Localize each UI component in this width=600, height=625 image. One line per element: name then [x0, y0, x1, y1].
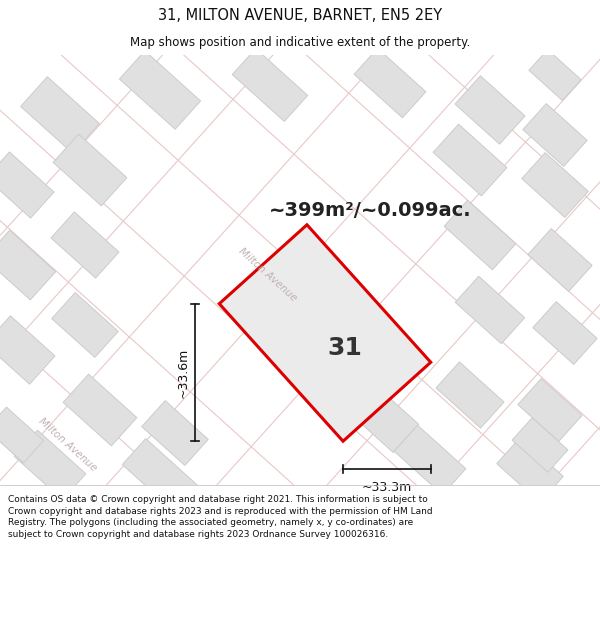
Polygon shape: [0, 407, 44, 463]
Text: Milton Avenue: Milton Avenue: [237, 246, 299, 304]
Polygon shape: [523, 104, 587, 166]
Polygon shape: [63, 374, 137, 446]
Polygon shape: [518, 379, 582, 441]
Polygon shape: [52, 292, 118, 357]
Polygon shape: [444, 200, 516, 270]
Polygon shape: [20, 77, 100, 153]
Polygon shape: [529, 49, 581, 101]
Polygon shape: [522, 152, 588, 218]
Polygon shape: [341, 378, 419, 452]
Text: ~399m²/~0.099ac.: ~399m²/~0.099ac.: [269, 201, 472, 219]
Polygon shape: [528, 229, 592, 291]
Polygon shape: [455, 276, 525, 344]
Text: ~33.6m: ~33.6m: [177, 348, 190, 398]
Polygon shape: [14, 430, 86, 500]
Text: ~33.3m: ~33.3m: [362, 481, 412, 494]
Polygon shape: [0, 230, 56, 300]
Polygon shape: [455, 76, 525, 144]
Polygon shape: [433, 124, 507, 196]
Polygon shape: [232, 49, 308, 121]
Polygon shape: [436, 362, 504, 428]
Text: 31: 31: [328, 336, 362, 360]
Text: Map shows position and indicative extent of the property.: Map shows position and indicative extent…: [130, 36, 470, 49]
Polygon shape: [51, 212, 119, 278]
Polygon shape: [219, 225, 431, 441]
Polygon shape: [142, 401, 208, 466]
Polygon shape: [119, 51, 200, 129]
Text: Milton Avenue: Milton Avenue: [37, 416, 99, 474]
Polygon shape: [122, 439, 198, 511]
Polygon shape: [512, 418, 568, 472]
Polygon shape: [53, 134, 127, 206]
Polygon shape: [394, 425, 466, 495]
Polygon shape: [354, 48, 426, 118]
Text: Contains OS data © Crown copyright and database right 2021. This information is : Contains OS data © Crown copyright and d…: [8, 495, 433, 539]
Text: 31, MILTON AVENUE, BARNET, EN5 2EY: 31, MILTON AVENUE, BARNET, EN5 2EY: [158, 8, 442, 23]
Polygon shape: [0, 152, 54, 218]
Polygon shape: [533, 302, 597, 364]
Polygon shape: [497, 438, 563, 503]
Polygon shape: [0, 316, 55, 384]
